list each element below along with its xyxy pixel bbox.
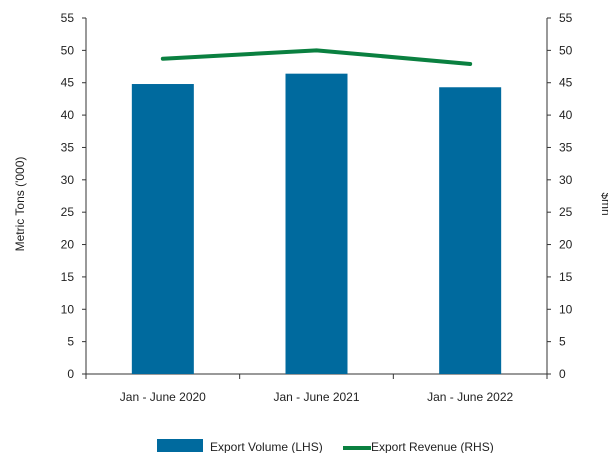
right-y-tick-label: 20	[559, 238, 573, 252]
right-y-tick-label: 25	[559, 205, 573, 219]
export-revenue-line	[160, 48, 473, 66]
export-volume-bar	[131, 84, 194, 374]
left-y-tick-label: 10	[61, 302, 75, 316]
left-y-tick-label: 40	[61, 108, 75, 122]
left-y-tick-label: 35	[61, 140, 75, 154]
right-y-tick-label: 0	[559, 367, 566, 381]
legend-bar-swatch	[157, 439, 203, 452]
x-tick-label: Jan - June 2021	[273, 390, 359, 404]
right-y-tick-label: 45	[559, 76, 573, 90]
left-y-tick-label: 5	[67, 335, 74, 349]
right-y-tick-label: 10	[559, 302, 573, 316]
export-volume-bar	[439, 87, 502, 374]
right-axis-title: $mn	[599, 192, 608, 215]
legend-bar-label: Export Volume (LHS)	[210, 440, 323, 453]
left-y-tick-label: 50	[61, 43, 75, 57]
legend-line-label: Export Revenue (RHS)	[371, 440, 494, 453]
left-y-tick-label: 30	[61, 173, 75, 187]
left-y-tick-label: 45	[61, 76, 75, 90]
left-axis-title: Metric Tons ('000)	[13, 157, 27, 252]
left-y-axis: 0 5 10 15 20 25 30 35 40 45 50 55	[61, 11, 86, 381]
left-y-tick-label: 55	[61, 11, 75, 25]
right-y-axis: 0 5 10 15 20 25 30 35 40 45 50 55	[547, 11, 573, 381]
left-y-tick-label: 0	[67, 367, 74, 381]
right-y-tick-label: 55	[559, 11, 573, 25]
x-tick-label: Jan - June 2022	[427, 390, 513, 404]
right-y-tick-label: 50	[559, 43, 573, 57]
plot-area: 0 5 10 15 20 25 30 35 40 45 50 55 0 5 10 15 20 25 30 35 40 4…	[61, 11, 573, 404]
x-axis: Jan - June 2020 Jan - June 2021 Jan - June…	[85, 374, 548, 404]
export-volume-bars	[131, 73, 502, 374]
export-revenue-line-series	[160, 48, 473, 66]
right-y-tick-label: 5	[559, 335, 566, 349]
right-y-tick-label: 40	[559, 108, 573, 122]
export-volume-bar	[285, 73, 348, 374]
right-y-tick-label: 15	[559, 270, 573, 284]
x-tick-label: Jan - June 2020	[120, 390, 206, 404]
left-y-tick-label: 20	[61, 238, 75, 252]
right-y-tick-label: 30	[559, 173, 573, 187]
right-y-tick-label: 35	[559, 140, 573, 154]
left-y-tick-label: 25	[61, 205, 75, 219]
left-y-tick-label: 15	[61, 270, 75, 284]
legend: Export Volume (LHS) Export Revenue (RHS)	[157, 439, 494, 453]
